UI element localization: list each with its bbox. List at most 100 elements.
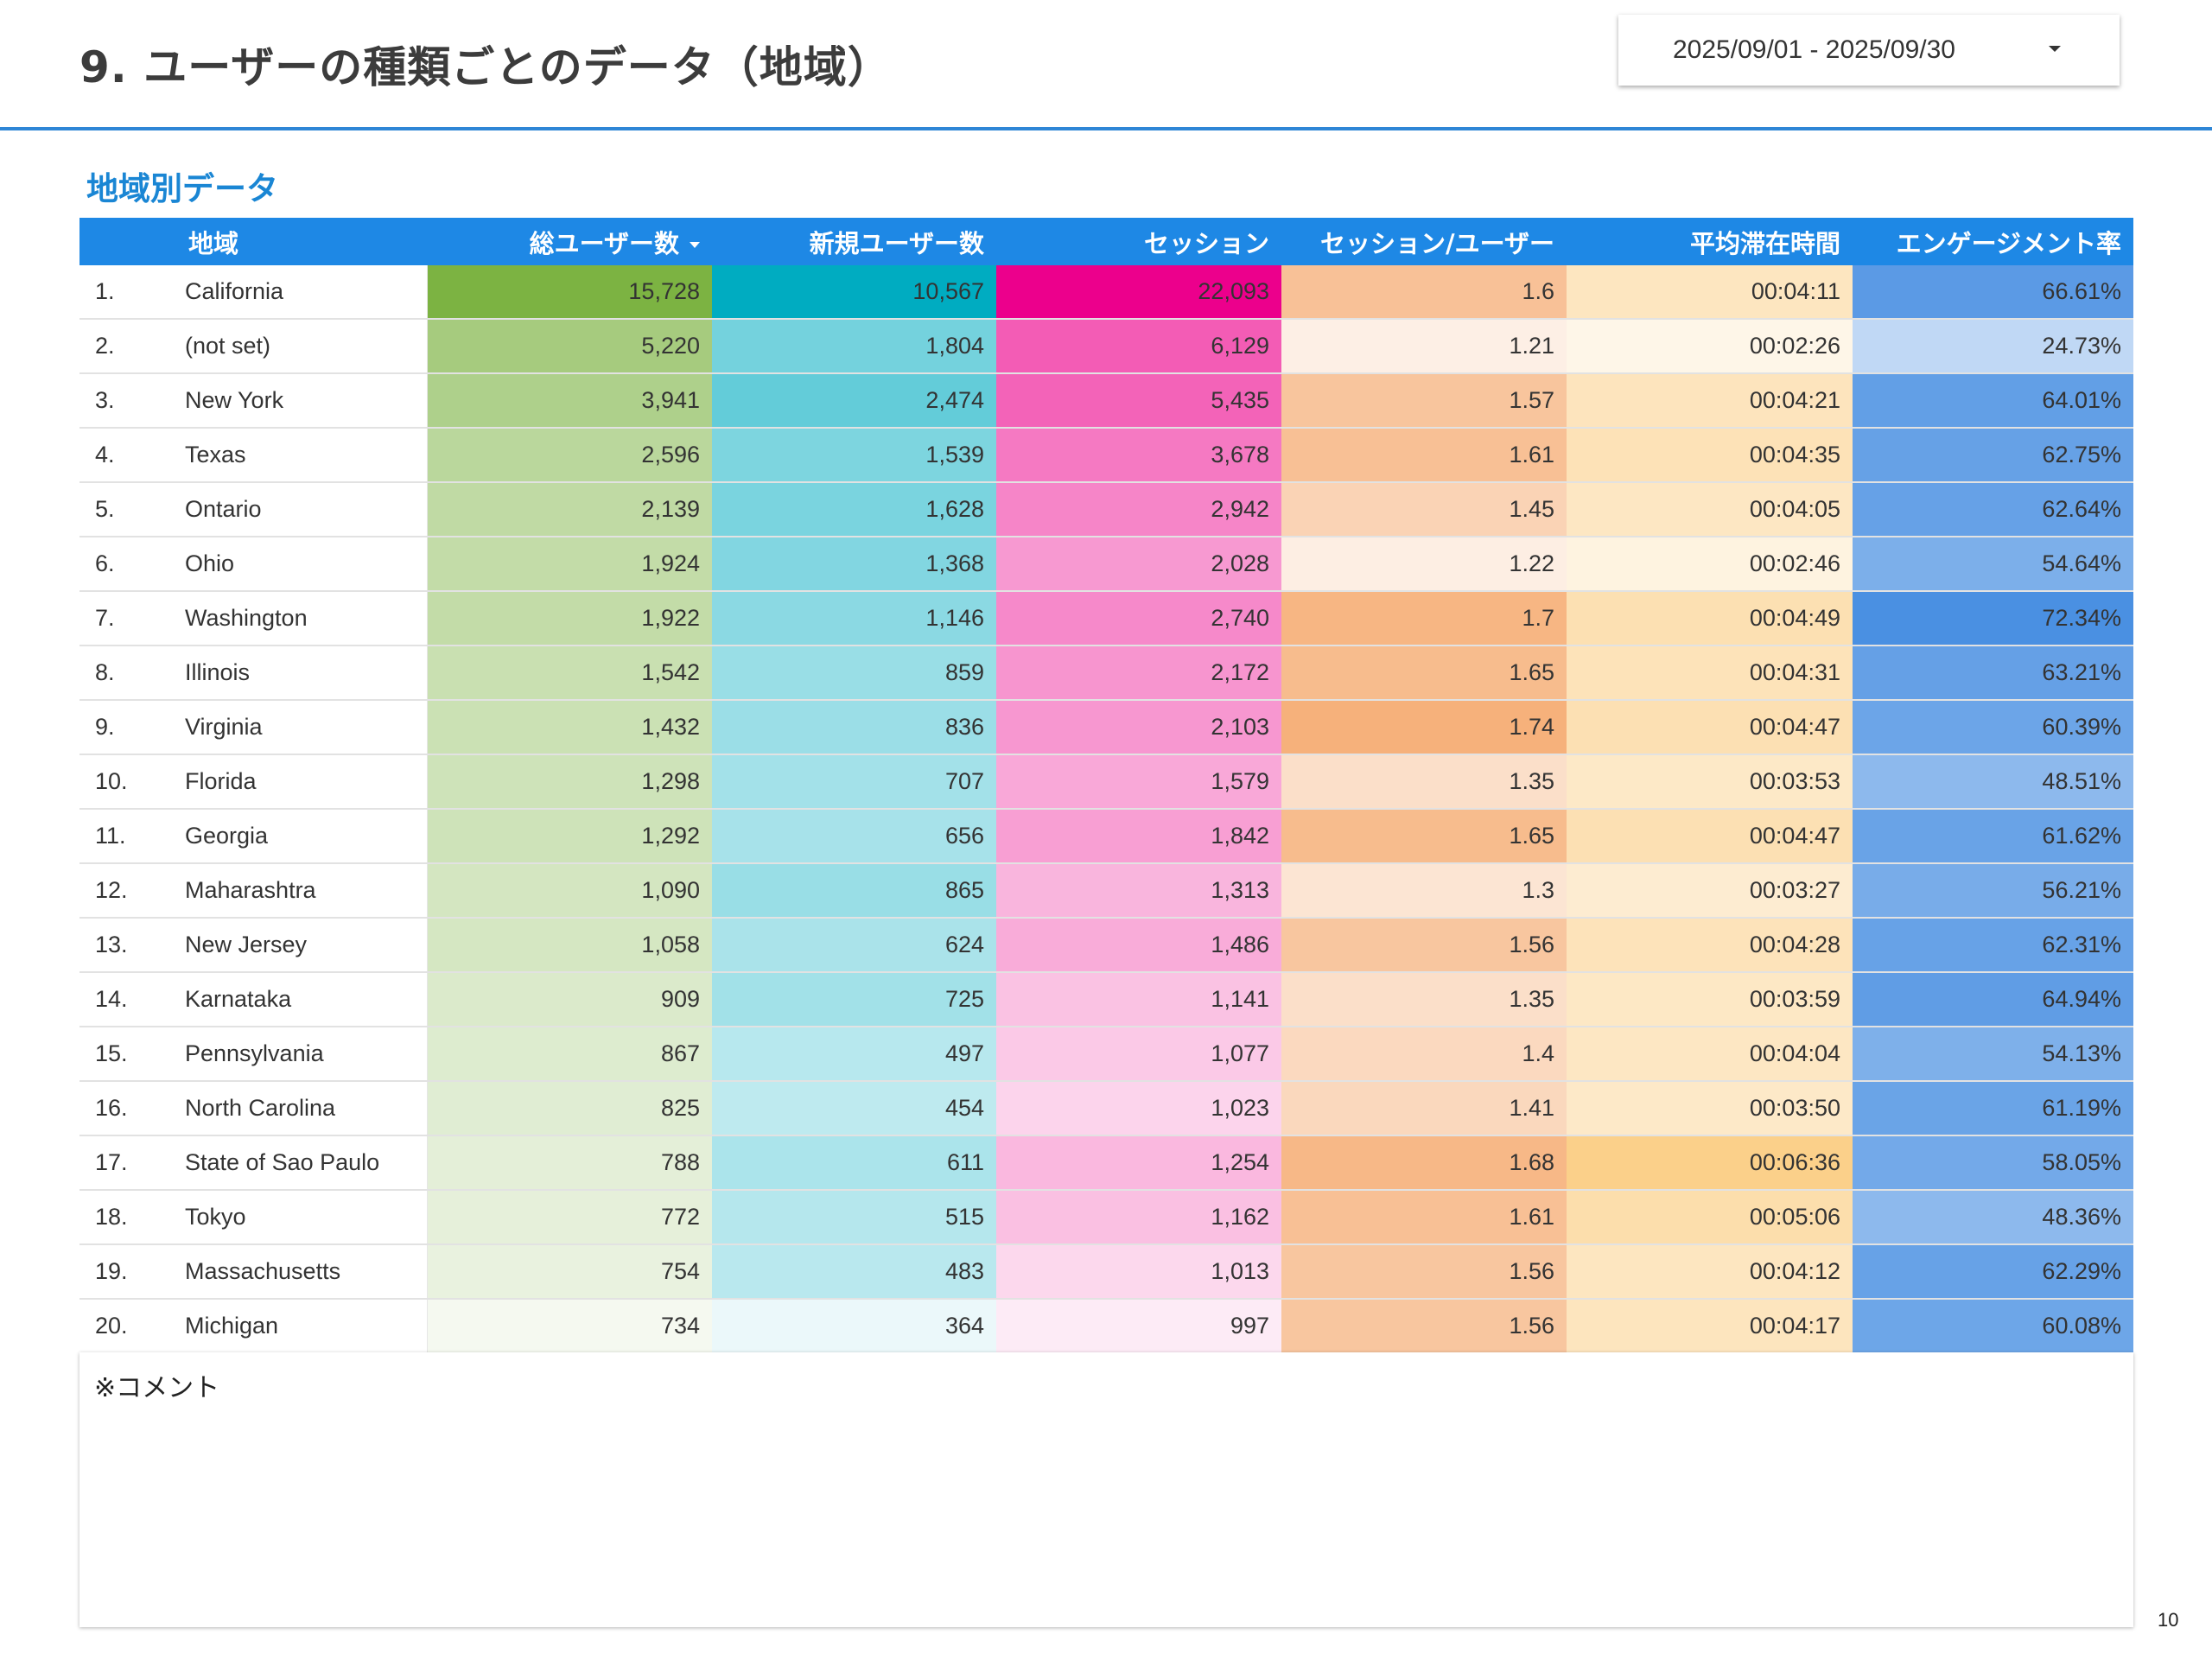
cell-avg-duration: 00:04:11 [1567,265,1853,320]
page-number: 10 [2158,1609,2179,1631]
table-row[interactable]: 8. Illinois 1,542 859 2,172 1.65 00:04:31 63.21… [79,646,2133,701]
cell-total-users: 3,941 [427,373,712,429]
table-row[interactable]: 13. New Jersey 1,058 624 1,486 1.56 00:04:28 62… [79,918,2133,973]
cell-region: California [176,265,428,320]
cell-rank: 11. [79,809,176,864]
cell-sessions: 1,141 [996,972,1281,1027]
cell-region: New York [176,373,428,429]
cell-rank: 4. [79,428,176,483]
cell-total-users: 825 [427,1081,712,1136]
cell-total-users: 1,292 [427,809,712,864]
table-row[interactable]: 5. Ontario 2,139 1,628 2,942 1.45 00:04:05 62.6… [79,482,2133,537]
cell-total-users: 5,220 [427,319,712,374]
column-header-region[interactable]: 地域 [176,218,427,265]
table-row[interactable]: 19. Massachusetts 754 483 1,013 1.56 00:04:12 6… [79,1244,2133,1300]
cell-engagement-rate: 64.01% [1853,373,2133,429]
column-header-sessions-per-user[interactable]: セッション/ユーザー [1281,218,1567,265]
cell-total-users: 867 [427,1027,712,1082]
cell-avg-duration: 00:04:47 [1567,809,1853,864]
cell-new-users: 656 [712,809,996,864]
table-row[interactable]: 4. Texas 2,596 1,539 3,678 1.61 00:04:35 62.75% [79,428,2133,483]
comment-label: ※コメント [94,1373,220,1403]
column-header-engagement-rate[interactable]: エンゲージメント率 [1853,218,2133,265]
cell-engagement-rate: 63.21% [1853,646,2133,701]
cell-sessions: 997 [996,1299,1281,1354]
table-row[interactable]: 7. Washington 1,922 1,146 2,740 1.7 00:04:49 72… [79,591,2133,646]
cell-total-users: 772 [427,1190,712,1245]
cell-sessions-per-user: 1.61 [1281,1190,1567,1245]
cell-avg-duration: 00:05:06 [1567,1190,1853,1245]
cell-sessions: 2,028 [996,537,1281,592]
table-row[interactable]: 20. Michigan 734 364 997 1.56 00:04:17 60.08% [79,1299,2133,1354]
cell-sessions: 1,842 [996,809,1281,864]
table-row[interactable]: 15. Pennsylvania 867 497 1,077 1.4 00:04:04 54.… [79,1027,2133,1082]
cell-sessions: 1,077 [996,1027,1281,1082]
cell-rank: 9. [79,700,176,755]
cell-new-users: 1,146 [712,591,996,646]
table-row[interactable]: 10. Florida 1,298 707 1,579 1.35 00:03:53 48.51… [79,754,2133,810]
column-header-new-users[interactable]: 新規ユーザー数 [712,218,996,265]
table-row[interactable]: 16. North Carolina 825 454 1,023 1.41 00:03:50… [79,1081,2133,1136]
cell-engagement-rate: 54.13% [1853,1027,2133,1082]
cell-rank: 19. [79,1244,176,1300]
table-row[interactable]: 9. Virginia 1,432 836 2,103 1.74 00:04:47 60.39… [79,700,2133,755]
cell-new-users: 725 [712,972,996,1027]
table-row[interactable]: 2. (not set) 5,220 1,804 6,129 1.21 00:02:26 24… [79,319,2133,374]
cell-engagement-rate: 60.08% [1853,1299,2133,1354]
cell-sessions: 2,172 [996,646,1281,701]
cell-sessions-per-user: 1.65 [1281,646,1567,701]
caret-down-icon [2049,46,2061,52]
cell-region: Karnataka [176,972,428,1027]
cell-total-users: 788 [427,1135,712,1191]
table-row[interactable]: 11. Georgia 1,292 656 1,842 1.65 00:04:47 61.62… [79,809,2133,864]
cell-region: Michigan [176,1299,428,1354]
cell-sessions-per-user: 1.65 [1281,809,1567,864]
cell-new-users: 1,804 [712,319,996,374]
column-header-total-users[interactable]: 総ユーザー数 [427,218,712,265]
cell-sessions: 5,435 [996,373,1281,429]
table-row[interactable]: 1. California 15,728 10,567 22,093 1.6 00:04:1… [79,265,2133,320]
cell-region: Washington [176,591,428,646]
cell-region: Illinois [176,646,428,701]
sort-descending-icon [690,242,700,248]
cell-total-users: 734 [427,1299,712,1354]
column-header-avg-duration[interactable]: 平均滞在時間 [1567,218,1853,265]
cell-new-users: 364 [712,1299,996,1354]
cell-new-users: 497 [712,1027,996,1082]
cell-avg-duration: 00:02:26 [1567,319,1853,374]
table-row[interactable]: 14. Karnataka 909 725 1,141 1.35 00:03:59 64.94… [79,972,2133,1027]
cell-rank: 15. [79,1027,176,1082]
cell-region: State of Sao Paulo [176,1135,428,1191]
cell-sessions-per-user: 1.4 [1281,1027,1567,1082]
column-header-sessions[interactable]: セッション [996,218,1281,265]
cell-region: Massachusetts [176,1244,428,1300]
cell-rank: 10. [79,754,176,810]
cell-avg-duration: 00:04:35 [1567,428,1853,483]
cell-sessions-per-user: 1.45 [1281,482,1567,537]
cell-region: Pennsylvania [176,1027,428,1082]
cell-avg-duration: 00:04:04 [1567,1027,1853,1082]
table-row[interactable]: 6. Ohio 1,924 1,368 2,028 1.22 00:02:46 54.64% [79,537,2133,592]
table-row[interactable]: 18. Tokyo 772 515 1,162 1.61 00:05:06 48.36% [79,1190,2133,1245]
date-range-value: 2025/09/01 - 2025/09/30 [1673,35,1955,64]
table-row[interactable]: 12. Maharashtra 1,090 865 1,313 1.3 00:03:27 56… [79,863,2133,919]
cell-engagement-rate: 66.61% [1853,265,2133,320]
cell-new-users: 707 [712,754,996,810]
cell-rank: 17. [79,1135,176,1191]
cell-total-users: 1,058 [427,918,712,973]
table-row[interactable]: 3. New York 3,941 2,474 5,435 1.57 00:04:21 64.… [79,373,2133,429]
cell-region: (not set) [176,319,428,374]
date-range-picker[interactable]: 2025/09/01 - 2025/09/30 [1618,15,2120,86]
column-header-rank [79,218,176,265]
cell-rank: 8. [79,646,176,701]
cell-sessions-per-user: 1.35 [1281,972,1567,1027]
table-row[interactable]: 17. State of Sao Paulo 788 611 1,254 1.68 00:0… [79,1135,2133,1191]
cell-region: Tokyo [176,1190,428,1245]
cell-region: Ontario [176,482,428,537]
cell-engagement-rate: 62.64% [1853,482,2133,537]
cell-region: Florida [176,754,428,810]
cell-new-users: 1,368 [712,537,996,592]
cell-new-users: 454 [712,1081,996,1136]
comment-box[interactable]: ※コメント [79,1352,2133,1627]
cell-engagement-rate: 48.51% [1853,754,2133,810]
